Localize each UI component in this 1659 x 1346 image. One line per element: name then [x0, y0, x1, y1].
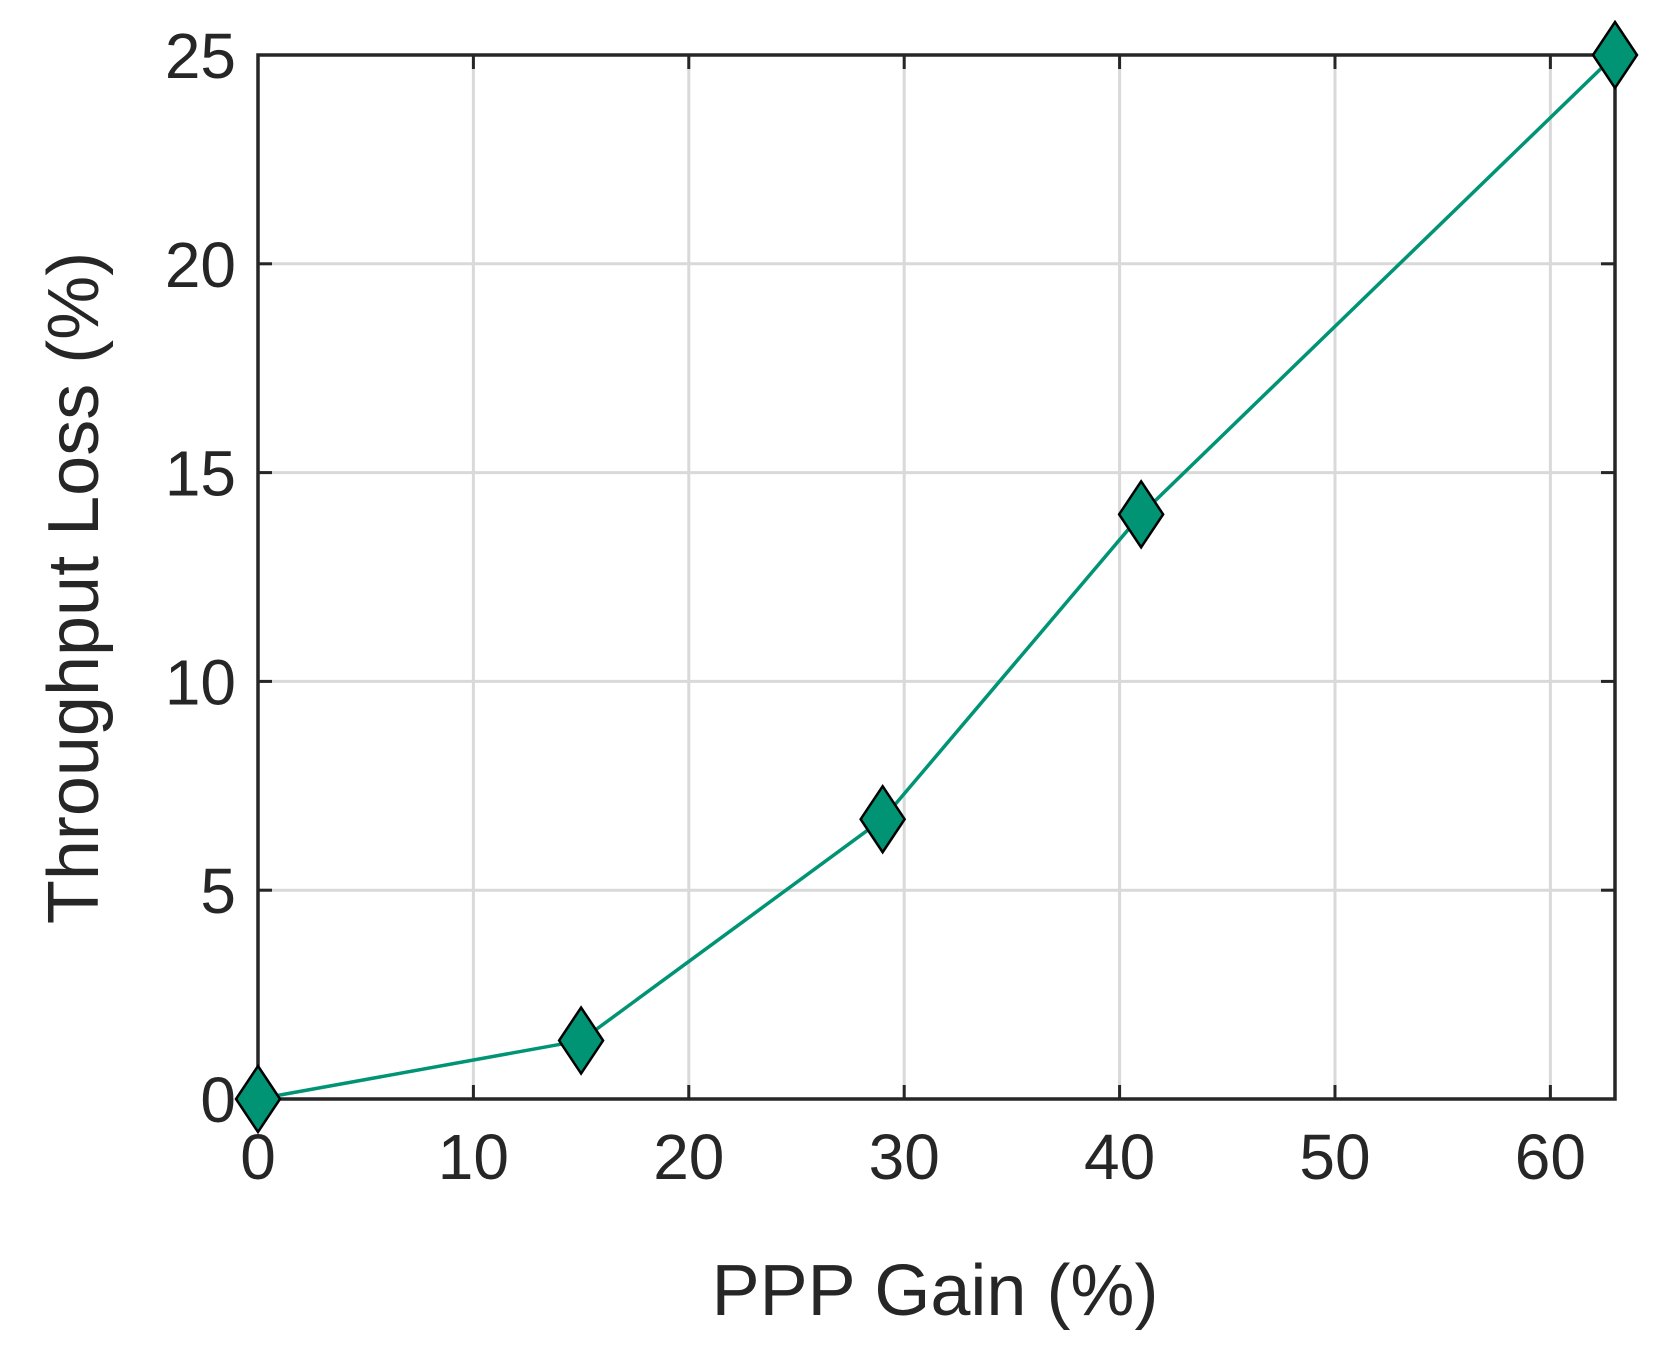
axis-ticks [256, 53, 1615, 1101]
x-axis-title: PPP Gain (%) [712, 1251, 1159, 1331]
data-point-marker [859, 783, 907, 855]
x-tick-labels: 0 10 20 30 40 50 60 [240, 1121, 1586, 1193]
y-tick-label: 5 [200, 855, 236, 927]
y-tick-label: 0 [200, 1064, 236, 1136]
y-axis-title: Throughput Loss (%) [34, 252, 114, 924]
y-tick-label: 10 [165, 646, 236, 718]
data-point-marker [234, 1063, 282, 1135]
data-point-marker [1117, 479, 1165, 550]
x-tick-label: 10 [438, 1121, 509, 1193]
x-tick-label: 20 [653, 1121, 724, 1193]
series-group [234, 19, 1639, 1135]
x-tick-label: 40 [1084, 1121, 1155, 1193]
grid [256, 53, 1615, 1101]
y-tick-label: 15 [165, 438, 236, 510]
x-tick-label: 60 [1515, 1121, 1586, 1193]
x-tick-label: 30 [869, 1121, 940, 1193]
data-point-marker [1591, 19, 1639, 91]
y-tick-label: 25 [165, 20, 236, 92]
plot-area-frame [256, 53, 1617, 1101]
series-line [257, 53, 1617, 1101]
x-tick-label: 50 [1299, 1121, 1370, 1193]
data-point-marker [557, 1005, 605, 1076]
y-tick-labels: 0 5 10 15 20 25 [165, 20, 236, 1136]
y-tick-label: 20 [165, 229, 236, 301]
